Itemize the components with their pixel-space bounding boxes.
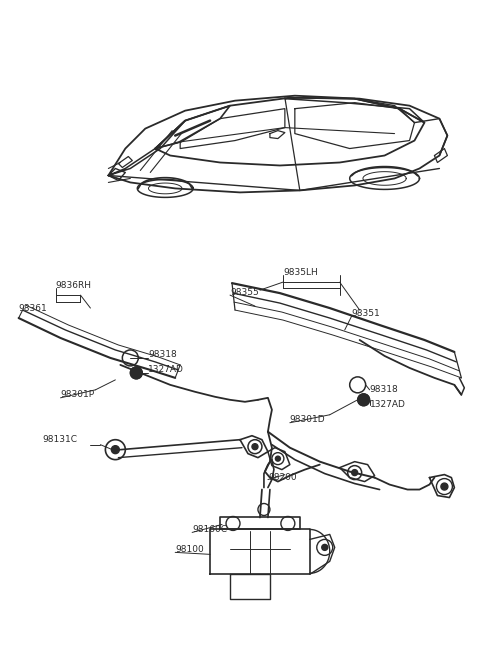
Circle shape bbox=[441, 483, 448, 490]
Text: 1327AD: 1327AD bbox=[148, 365, 184, 374]
Circle shape bbox=[130, 367, 142, 379]
Circle shape bbox=[322, 544, 328, 550]
Text: 9835LH: 9835LH bbox=[283, 268, 318, 277]
Text: 98355: 98355 bbox=[230, 288, 259, 297]
Text: 98361: 98361 bbox=[19, 303, 48, 313]
Text: 98160C: 98160C bbox=[192, 525, 227, 534]
Circle shape bbox=[276, 456, 280, 461]
Text: 98318: 98318 bbox=[370, 385, 398, 394]
Text: 98301P: 98301P bbox=[60, 390, 95, 399]
Circle shape bbox=[252, 444, 258, 450]
Text: 98301D: 98301D bbox=[290, 415, 325, 424]
Circle shape bbox=[358, 394, 370, 405]
Circle shape bbox=[111, 446, 120, 454]
Circle shape bbox=[352, 470, 358, 476]
Text: 1327AD: 1327AD bbox=[370, 400, 406, 409]
Text: 98200: 98200 bbox=[268, 473, 297, 482]
Text: 98351: 98351 bbox=[352, 309, 381, 317]
Text: 98100: 98100 bbox=[175, 545, 204, 554]
Text: 9836RH: 9836RH bbox=[56, 281, 92, 290]
Text: 98318: 98318 bbox=[148, 351, 177, 359]
Text: 98131C: 98131C bbox=[43, 435, 78, 444]
